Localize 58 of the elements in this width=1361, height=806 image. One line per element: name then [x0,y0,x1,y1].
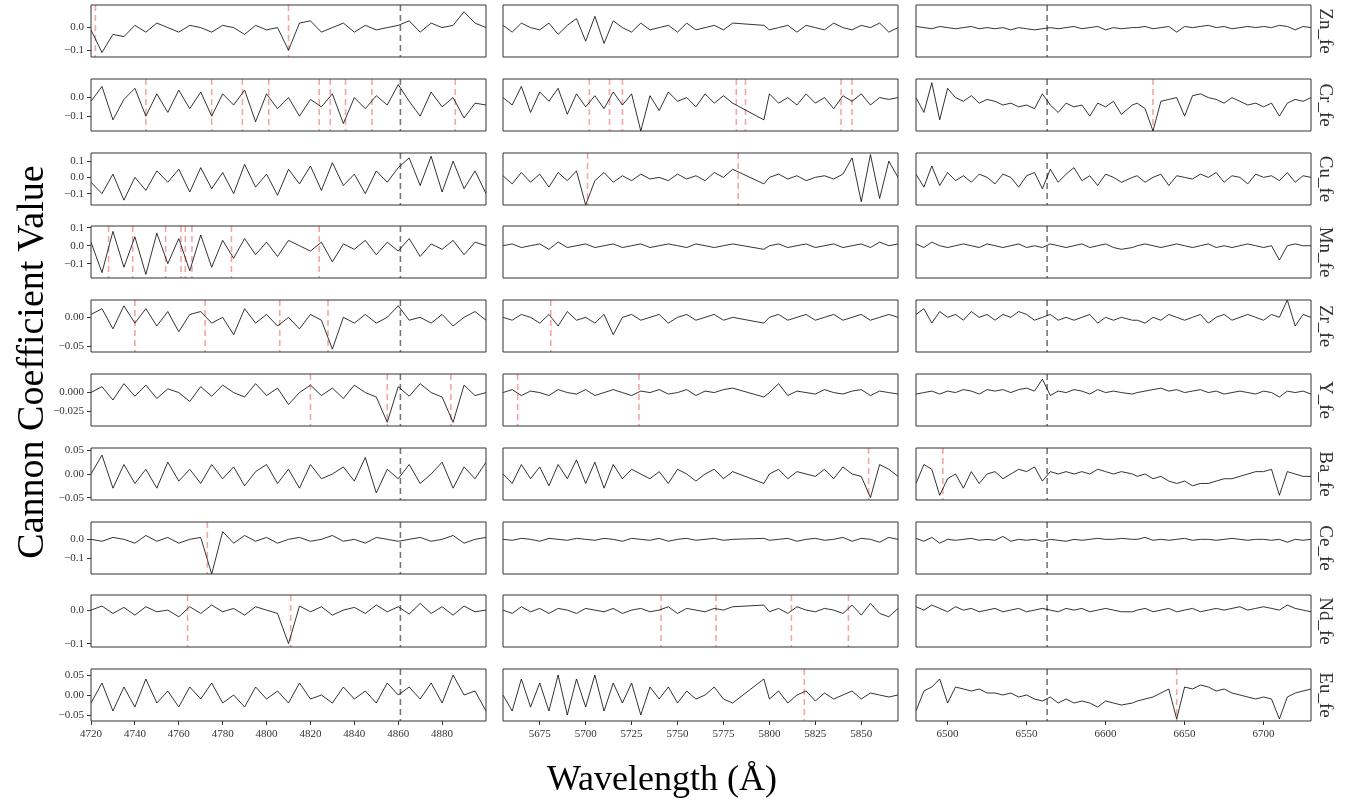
x-tick-label: 6500 [936,727,960,740]
x-tick-label: 4880 [431,727,454,740]
y-tick-label: 0.0 [70,90,85,103]
y2-axis-title: Y_fe [1315,381,1337,419]
y2-axis-title: Zn_fe [1315,8,1337,54]
y2-axis-title: Ce_fe [1315,524,1337,571]
x-tick-label: 6600 [1094,727,1118,740]
x-tick-label: 4740 [123,727,147,740]
x-tick-label: 4720 [80,727,103,740]
y-tick-label: 0.000 [59,385,85,398]
y2-axis-title: Nd_fe [1315,597,1337,646]
y-tick-label: 0.1 [70,153,84,166]
x-tick-label: 5750 [666,727,690,740]
y-tick-label: 0.1 [70,221,84,234]
y-tick-label: 0.05 [64,443,85,456]
y-tick-label: −0.1 [64,108,84,121]
x-tick-label: 5725 [620,727,644,740]
x-tick-label: 5775 [712,727,735,740]
y-tick-label: −0.025 [53,404,85,417]
y-tick-label: 0.0 [70,531,85,544]
y-tick-label: −0.1 [64,256,84,269]
y-tick-label: 0.0 [70,169,85,182]
x-tick-label: 5850 [850,727,873,740]
y2-axis-title: Cu_fe [1315,155,1337,202]
x-tick-label: 5800 [758,727,781,740]
x-tick-label: 4840 [343,727,366,740]
y2-axis-title: Mn_fe [1315,227,1337,278]
x-tick-label: 5700 [574,727,598,740]
y2-axis-title: Cr_fe [1315,83,1337,127]
x-tick-label: 6550 [1015,727,1039,740]
x-tick-label: 5675 [528,727,552,740]
x-tick-label: 4760 [167,727,191,740]
x-tick-label: 5825 [804,727,827,740]
y-tick-label: −0.05 [58,339,85,352]
x-tick-label: 4780 [211,727,235,740]
x-tick-label: 4820 [299,727,322,740]
y-tick-label: 0.00 [64,466,85,479]
y2-axis-title: Zr_fe [1315,305,1337,348]
y-tick-label: −0.1 [64,551,84,564]
x-tick-label: 6650 [1173,727,1197,740]
y-axis-title: Cannon Coefficient Value [8,165,52,559]
y-tick-label: 0.05 [64,668,85,681]
y-tick-label: −0.1 [64,186,84,199]
y2-axis-title: Eu_fe [1315,672,1337,718]
y-tick-label: 0.00 [64,310,85,323]
x-tick-label: 4800 [255,727,279,740]
y2-axis-title: Ba_fe [1315,451,1337,497]
y-tick-label: −0.1 [64,636,84,649]
x-tick-label: 6700 [1252,727,1276,740]
y-tick-label: 0.0 [70,20,85,33]
y-tick-label: 0.0 [70,603,85,616]
x-axis-title: Wavelength (Å) [546,757,778,799]
y-tick-label: 0.00 [64,688,85,701]
y-tick-label: −0.05 [58,708,85,721]
y-tick-label: 0.0 [70,239,85,252]
y-tick-label: −0.05 [58,490,85,503]
x-tick-label: 4860 [387,727,410,740]
y-tick-label: −0.1 [64,43,84,56]
